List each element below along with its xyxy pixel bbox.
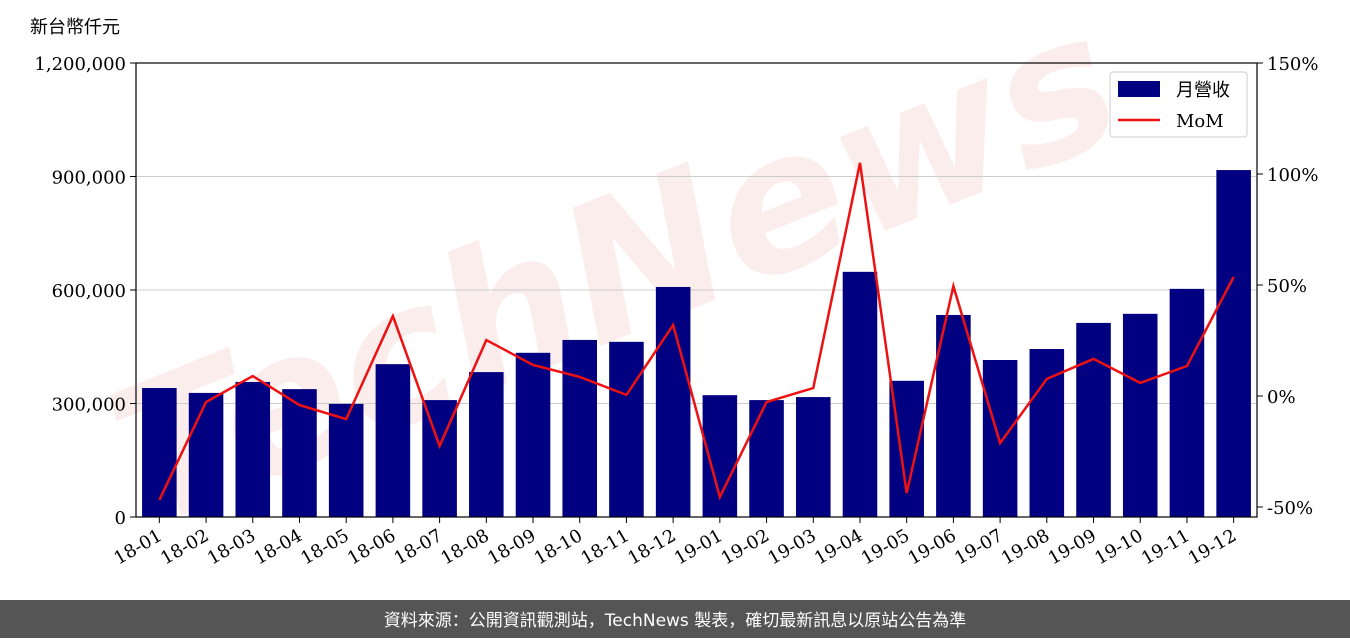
bar bbox=[328, 403, 364, 517]
x-tick-label: 19-02 bbox=[718, 525, 773, 569]
y-tick-label: 600,000 bbox=[52, 281, 126, 302]
legend-label: MoM bbox=[1176, 111, 1224, 132]
bar bbox=[1169, 288, 1205, 517]
bar bbox=[655, 286, 691, 517]
bar bbox=[1216, 170, 1251, 517]
y2-tick-label: 150% bbox=[1267, 54, 1318, 75]
x-tick-label: 19-01 bbox=[671, 525, 726, 569]
legend-label: 月營收 bbox=[1176, 80, 1230, 101]
y-tick-label: 900,000 bbox=[52, 168, 126, 189]
bar bbox=[142, 387, 177, 517]
y2-tick-label: 0% bbox=[1267, 387, 1296, 408]
x-tick-label: 18-12 bbox=[624, 525, 679, 569]
bar bbox=[515, 352, 551, 517]
bar bbox=[842, 271, 878, 517]
y2-tick-label: 100% bbox=[1267, 165, 1318, 186]
x-tick-label: 18-07 bbox=[391, 525, 446, 569]
x-tick-label: 18-06 bbox=[344, 525, 399, 569]
x-tick-label: 18-08 bbox=[437, 525, 492, 569]
y-tick-label: 0 bbox=[115, 508, 126, 529]
bar bbox=[469, 372, 504, 517]
x-tick-label: 18-10 bbox=[531, 525, 586, 569]
bar bbox=[282, 389, 317, 517]
legend-swatch bbox=[1118, 81, 1160, 97]
bar bbox=[562, 339, 598, 517]
bar bbox=[982, 359, 1018, 517]
x-tick-label: 19-12 bbox=[1185, 525, 1240, 569]
x-tick-label: 19-09 bbox=[1045, 525, 1100, 569]
bar bbox=[375, 364, 411, 517]
y-axis-label: 新台幣仟元 bbox=[30, 17, 120, 38]
line bbox=[158, 162, 1235, 501]
y2-tick-label: -50% bbox=[1267, 498, 1313, 519]
x-tick-label: 18-01 bbox=[110, 525, 165, 569]
bar bbox=[235, 381, 271, 517]
x-tick-label: 19-05 bbox=[858, 525, 913, 569]
x-tick-label: 18-05 bbox=[297, 525, 352, 569]
bar bbox=[1076, 322, 1111, 517]
bar bbox=[936, 314, 971, 517]
bar bbox=[188, 392, 224, 517]
bar bbox=[1029, 349, 1065, 517]
bar bbox=[609, 341, 644, 517]
x-tick-label: 19-04 bbox=[811, 525, 866, 569]
x-tick-label: 19-07 bbox=[951, 525, 1006, 569]
x-tick-label: 19-08 bbox=[998, 525, 1053, 569]
x-tick-label: 19-06 bbox=[904, 525, 959, 569]
x-tick-label: 18-11 bbox=[577, 525, 632, 569]
bar bbox=[749, 400, 784, 517]
footer-text: 資料來源：公開資訊觀測站，TechNews 製表，確切最新訊息以原站公告為準 bbox=[384, 611, 966, 631]
y2-tick-label: 50% bbox=[1267, 276, 1307, 297]
bar bbox=[1122, 313, 1158, 517]
bar bbox=[795, 397, 831, 517]
x-tick-label: 19-11 bbox=[1138, 525, 1193, 569]
x-tick-label: 18-09 bbox=[484, 525, 539, 569]
plot-frame bbox=[135, 62, 1258, 518]
x-tick-label: 19-10 bbox=[1091, 525, 1146, 569]
footer-bar bbox=[0, 600, 1350, 638]
y-tick-label: 300,000 bbox=[52, 395, 126, 416]
y-tick-label: 1,200,000 bbox=[34, 54, 126, 75]
x-tick-label: 19-03 bbox=[764, 525, 819, 569]
